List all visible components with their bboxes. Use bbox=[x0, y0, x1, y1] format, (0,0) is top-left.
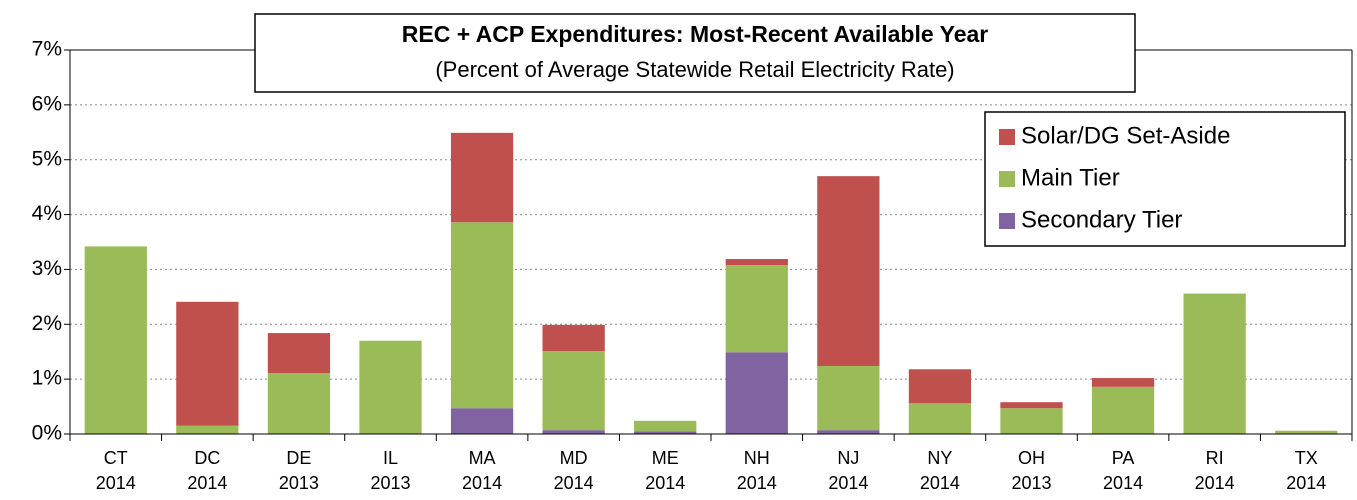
bar-segment bbox=[1000, 408, 1063, 434]
bar-segment bbox=[908, 403, 972, 434]
bar-segment bbox=[267, 373, 331, 434]
bar-segment bbox=[450, 222, 514, 409]
x-tick-sublabel: 2014 bbox=[1103, 473, 1143, 493]
y-tick-label: 6% bbox=[32, 92, 62, 115]
legend-label: Secondary Tier bbox=[1021, 206, 1182, 233]
bar-segment bbox=[1091, 386, 1155, 434]
x-tick-label: ME bbox=[652, 448, 679, 468]
x-tick-sublabel: 2013 bbox=[370, 473, 410, 493]
x-tick-label: PA bbox=[1112, 448, 1135, 468]
legend-box bbox=[984, 111, 1346, 247]
bar-segment bbox=[542, 351, 605, 431]
bar-segment bbox=[1091, 378, 1155, 387]
x-tick-sublabel: 2014 bbox=[554, 473, 594, 493]
chart-subtitle: (Percent of Average Statewide Retail Ele… bbox=[435, 57, 954, 82]
chart-title: REC + ACP Expenditures: Most-Recent Avai… bbox=[402, 21, 989, 47]
bar-segment bbox=[450, 132, 514, 223]
bar-segment bbox=[817, 176, 880, 366]
bar-segment bbox=[634, 431, 697, 434]
bar-segment bbox=[84, 246, 147, 434]
x-tick-sublabel: 2014 bbox=[737, 473, 777, 493]
x-tick-sublabel: 2014 bbox=[920, 473, 960, 493]
x-tick-label: MA bbox=[469, 448, 496, 468]
x-tick-label: DC bbox=[194, 448, 220, 468]
x-tick-label: CT bbox=[104, 448, 128, 468]
bar-segment bbox=[1275, 430, 1338, 434]
x-tick-sublabel: 2013 bbox=[279, 473, 319, 493]
x-tick-label: NH bbox=[744, 448, 770, 468]
y-tick-label: 4% bbox=[32, 202, 62, 225]
bar-segment bbox=[1000, 402, 1063, 409]
bar-segment bbox=[359, 340, 422, 434]
legend-label: Solar/DG Set-Aside bbox=[1021, 122, 1230, 149]
y-tick-label: 5% bbox=[32, 147, 62, 170]
bar-segment bbox=[817, 430, 880, 434]
x-tick-sublabel: 2014 bbox=[96, 473, 136, 493]
y-tick-label: 1% bbox=[32, 367, 62, 390]
y-tick-label: 2% bbox=[32, 312, 62, 335]
x-tick-label: MD bbox=[560, 448, 588, 468]
x-tick-label: NJ bbox=[837, 448, 859, 468]
y-tick-label: 7% bbox=[32, 38, 62, 61]
bar-segment bbox=[1183, 293, 1246, 434]
y-tick-label: 3% bbox=[32, 257, 62, 280]
bar-segment bbox=[542, 324, 605, 352]
x-tick-label: OH bbox=[1018, 448, 1045, 468]
legend-label: Main Tier bbox=[1021, 164, 1120, 191]
bar-segment bbox=[450, 408, 514, 434]
x-tick-sublabel: 2013 bbox=[1011, 473, 1051, 493]
x-tick-sublabel: 2014 bbox=[1286, 473, 1326, 493]
bar-segment bbox=[725, 352, 788, 434]
x-tick-sublabel: 2014 bbox=[462, 473, 502, 493]
x-tick-sublabel: 2014 bbox=[1195, 473, 1235, 493]
bar-segment bbox=[176, 301, 239, 426]
x-tick-label: RI bbox=[1206, 448, 1224, 468]
bar-segment bbox=[725, 265, 788, 353]
bar-segment bbox=[817, 365, 880, 431]
x-tick-sublabel: 2014 bbox=[828, 473, 868, 493]
x-tick-label: TX bbox=[1295, 448, 1318, 468]
bar-segment bbox=[176, 425, 239, 434]
legend-swatch bbox=[999, 129, 1015, 145]
y-tick-label: 0% bbox=[32, 422, 62, 445]
bar-segment bbox=[542, 430, 605, 434]
x-tick-label: NY bbox=[927, 448, 952, 468]
x-tick-label: IL bbox=[383, 448, 398, 468]
legend-swatch bbox=[999, 213, 1015, 229]
bar-segment bbox=[267, 333, 331, 374]
title-box bbox=[254, 13, 1136, 93]
bar-segment bbox=[725, 259, 788, 266]
bar-segment bbox=[908, 369, 972, 404]
bar-segment bbox=[634, 420, 697, 432]
x-tick-sublabel: 2014 bbox=[187, 473, 227, 493]
x-tick-sublabel: 2014 bbox=[645, 473, 685, 493]
x-tick-label: DE bbox=[286, 448, 311, 468]
legend-swatch bbox=[999, 171, 1015, 187]
